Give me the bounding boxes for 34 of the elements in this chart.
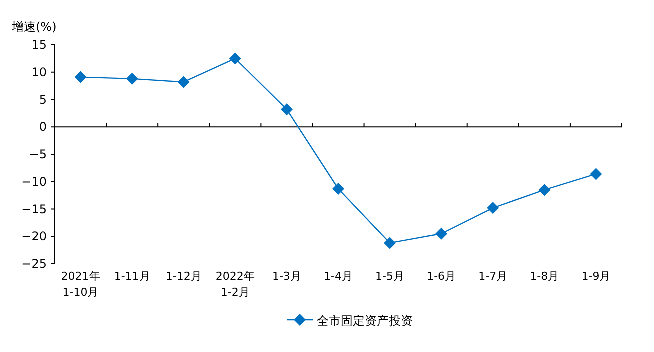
x-tick-label: 2021年 1-10月 [61, 270, 100, 299]
x-tick-label: 1-4月 [324, 270, 353, 283]
point [126, 72, 138, 85]
point [590, 168, 602, 180]
y-tick-label: −25 [22, 257, 47, 271]
point [384, 237, 396, 250]
point [178, 76, 190, 88]
x-tick-label: 1-11月 [114, 270, 150, 283]
point [74, 71, 87, 84]
legend-label: 全市固定资产投资 [317, 314, 413, 328]
x-tick-label: 1-5月 [376, 270, 405, 283]
x-tick-label: 1-12月 [166, 270, 202, 283]
y-tick-label: 15 [32, 38, 47, 52]
y-tick-label: −5 [29, 148, 47, 162]
x-tick-label: 1-8月 [530, 270, 560, 283]
x-tick-label: 1-6月 [427, 270, 456, 283]
y-tick-label: 0 [39, 120, 47, 134]
y-axis-title: 增速(%) [11, 20, 57, 34]
x-tick-label: 1-3月 [272, 270, 302, 283]
y-tick-label: −20 [22, 230, 47, 244]
point [229, 52, 242, 65]
x-tick-label: 1-7月 [478, 270, 508, 283]
point [538, 184, 551, 196]
point [487, 202, 500, 214]
point [332, 182, 344, 195]
y-tick-label: 10 [32, 65, 47, 80]
y-tick-label: 5 [39, 92, 47, 107]
y-tick-label: −15 [22, 202, 47, 216]
x-tick-label: 2022年 1-2月 [216, 270, 255, 299]
x-tick-label: 1-9月 [582, 270, 611, 283]
y-tick-label: −10 [22, 174, 47, 189]
point [280, 104, 293, 116]
legend: 全市固定资产投资 [287, 314, 413, 328]
point [436, 228, 448, 240]
